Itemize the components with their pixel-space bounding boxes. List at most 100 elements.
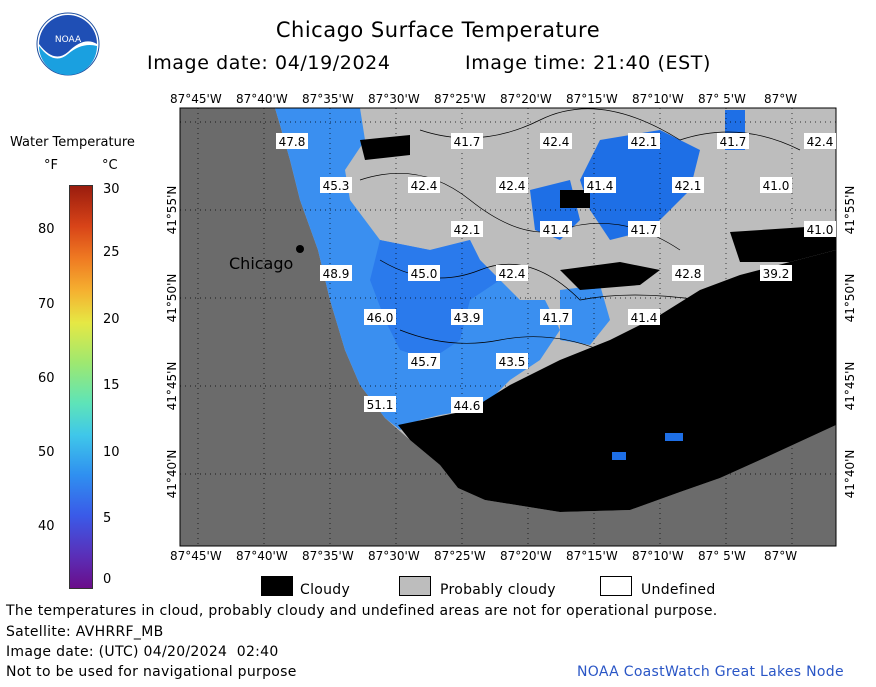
temperature-label: 43.9 — [451, 309, 483, 325]
logo-text: NOAA — [55, 35, 82, 45]
svg-text:51.1: 51.1 — [367, 398, 394, 412]
svg-text:41.0: 41.0 — [763, 179, 790, 193]
utc-date-text: Image date: (UTC) 04/20/2024 02:40 — [6, 644, 279, 660]
svg-text:45.7: 45.7 — [411, 355, 438, 369]
svg-text:48.9: 48.9 — [323, 267, 350, 281]
disclaimer-text: The temperatures in cloud, probably clou… — [6, 603, 718, 619]
temperature-label: 51.1 — [364, 396, 396, 412]
lon-tick-bottom: 87°20'W — [500, 549, 552, 563]
temperature-label: 42.1 — [628, 133, 660, 149]
colorbar-c-tick: 20 — [103, 312, 120, 327]
svg-text:41.7: 41.7 — [543, 311, 570, 325]
lon-tick-bottom: 87°15'W — [566, 549, 618, 563]
colorbar-title: Water Temperature — [10, 135, 135, 150]
svg-text:41.7: 41.7 — [720, 135, 747, 149]
temperature-label: 42.4 — [804, 133, 836, 149]
lon-tick-bottom: 87°40'W — [236, 549, 288, 563]
colorbar-c-tick: 30 — [103, 182, 120, 197]
chicago-marker — [296, 245, 304, 253]
temperature-label: 41.7 — [540, 309, 572, 325]
map-frame — [179, 107, 837, 547]
svg-text:45.3: 45.3 — [323, 179, 350, 193]
colorbar-unit-c: °C — [102, 158, 118, 173]
svg-text:42.4: 42.4 — [499, 267, 526, 281]
colorbar-f-tick: 60 — [38, 371, 55, 386]
lon-tick-top: 87°10'W — [632, 92, 684, 106]
svg-text:42.1: 42.1 — [454, 223, 481, 237]
svg-text:39.2: 39.2 — [763, 267, 790, 281]
lat-tick-left: 41°50'N — [165, 273, 179, 323]
map-title: Chicago Surface Temperature — [275, 18, 601, 42]
lat-tick-right: 41°50'N — [843, 273, 857, 323]
svg-text:45.0: 45.0 — [411, 267, 438, 281]
temperature-label: 44.6 — [451, 397, 483, 413]
lon-tick-bottom: 87°25'W — [434, 549, 486, 563]
temperature-label: 42.4 — [408, 177, 440, 193]
temperature-label: 41.7 — [717, 133, 749, 149]
svg-text:43.9: 43.9 — [454, 311, 481, 325]
lon-tick-bottom: 87°W — [764, 549, 798, 563]
svg-text:42.4: 42.4 — [807, 135, 834, 149]
svg-text:41.4: 41.4 — [631, 311, 658, 325]
svg-text:41.7: 41.7 — [454, 135, 481, 149]
lon-tick-top: 87°45'W — [170, 92, 222, 106]
lat-tick-left: 41°45'N — [165, 361, 179, 411]
colorbar-unit-f: °F — [44, 158, 58, 173]
lat-tick-left: 41°55'N — [165, 185, 179, 235]
svg-text:42.1: 42.1 — [675, 179, 702, 193]
lon-tick-bottom: 87°45'W — [170, 549, 222, 563]
temperature-label: 42.4 — [496, 265, 528, 281]
svg-text:47.8: 47.8 — [279, 135, 306, 149]
cool-water-patch — [580, 130, 700, 240]
temperature-label: 42.4 — [496, 177, 528, 193]
colorbar-f-tick: 50 — [38, 445, 55, 460]
svg-text:44.6: 44.6 — [454, 399, 481, 413]
temperature-label: 41.7 — [451, 133, 483, 149]
lon-tick-bottom: 87° 5'W — [698, 549, 746, 563]
colorbar-c-tick: 5 — [103, 511, 112, 526]
temperature-labels: 47.8 41.7 42.4 42.1 41.7 42.4 45.3 42.4 42.4 41.4… — [276, 133, 836, 413]
colorbar-f-tick: 80 — [38, 222, 55, 237]
legend-label-undefined: Undefined — [641, 582, 716, 598]
lon-tick-top: 87° 5'W — [698, 92, 746, 106]
temperature-label: 45.7 — [408, 353, 440, 369]
legend-label-probably-cloudy: Probably cloudy — [440, 582, 556, 598]
lon-tick-top: 87°40'W — [236, 92, 288, 106]
svg-text:41.7: 41.7 — [631, 223, 658, 237]
lon-tick-bottom: 87°35'W — [302, 549, 354, 563]
cloudy-area — [398, 250, 836, 512]
temperature-label: 41.4 — [628, 309, 660, 325]
temperature-label: 45.3 — [320, 177, 352, 193]
svg-text:42.8: 42.8 — [675, 267, 702, 281]
svg-text:43.5: 43.5 — [499, 355, 526, 369]
svg-text:46.0: 46.0 — [367, 311, 394, 325]
lat-tick-right: 41°55'N — [843, 185, 857, 235]
temperature-label: 48.9 — [320, 265, 352, 281]
svg-text:42.1: 42.1 — [631, 135, 658, 149]
lon-tick-top: 87°30'W — [368, 92, 420, 106]
lon-tick-bottom: 87°10'W — [632, 549, 684, 563]
image-date: Image date: 04/19/2024 — [147, 52, 391, 74]
legend-swatch-probably-cloudy — [399, 576, 431, 596]
legend-label-cloudy: Cloudy — [300, 582, 351, 598]
lat-tick-right: 41°40'N — [843, 449, 857, 499]
colorbar-f-tick: 70 — [38, 297, 55, 312]
temperature-label: 42.4 — [540, 133, 572, 149]
temperature-label: 41.7 — [628, 221, 660, 237]
temperature-label: 43.5 — [496, 353, 528, 369]
temperature-label: 42.1 — [672, 177, 704, 193]
temperature-label: 39.2 — [760, 265, 792, 281]
lon-tick-bottom: 87°30'W — [368, 549, 420, 563]
navigation-warning: Not to be used for navigational purpose — [6, 664, 297, 680]
colorbar-c-tick: 25 — [103, 245, 120, 260]
colorbar-f-tick: 40 — [38, 519, 55, 534]
lon-tick-top: 87°20'W — [500, 92, 552, 106]
temperature-colorbar — [69, 185, 93, 589]
svg-text:42.4: 42.4 — [543, 135, 570, 149]
colorbar-c-tick: 15 — [103, 378, 120, 393]
temperature-label: 42.1 — [451, 221, 483, 237]
temperature-label: 47.8 — [276, 133, 308, 149]
temperature-label: 41.4 — [540, 221, 572, 237]
satellite-text: Satellite: AVHRRF_MB — [6, 624, 164, 640]
